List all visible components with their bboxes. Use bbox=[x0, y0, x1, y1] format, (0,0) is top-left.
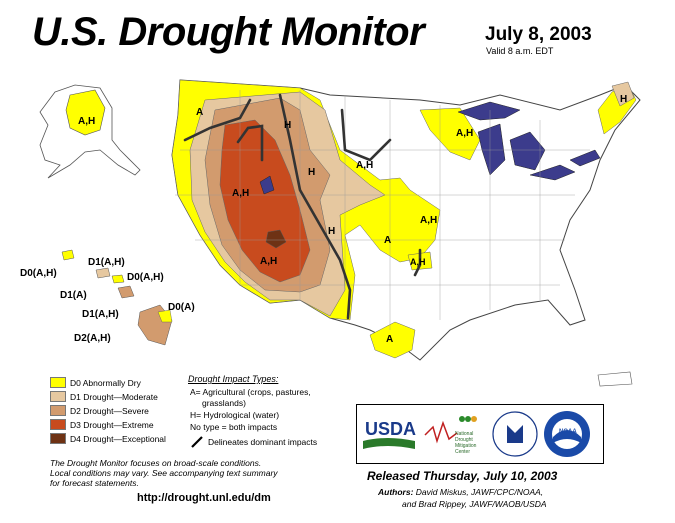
authors-name-1: David Miskus, JAWF/CPC/NOAA, bbox=[415, 487, 544, 497]
hi-label-d0b: D0(A,H) bbox=[127, 272, 164, 283]
boundary-line-5 bbox=[413, 248, 422, 277]
agency-logos: USDA National Drought Mitigation Center … bbox=[356, 404, 604, 464]
hi-label-d1a: D1(A) bbox=[60, 290, 87, 301]
ndmc-logo: National Drought Mitigation Center bbox=[424, 416, 477, 455]
legend-item-d0: D0 Abnormally Dry bbox=[50, 377, 141, 388]
texas-d0 bbox=[369, 321, 416, 359]
impact-types-title: Drought Impact Types: bbox=[188, 374, 279, 384]
legend-label-d4: D4 Drought—Exceptional bbox=[70, 433, 166, 444]
legend-label-d1: D1 Drought—Moderate bbox=[70, 391, 158, 402]
michigan-d0 bbox=[419, 107, 481, 161]
hi-kauai bbox=[61, 249, 75, 261]
valid-time: Valid 8 a.m. EDT bbox=[486, 46, 554, 56]
legend-label-d3: D3 Drought—Extreme bbox=[70, 419, 154, 430]
usda-logo: USDA bbox=[363, 419, 416, 449]
maine-impact-label: H bbox=[620, 94, 627, 105]
hawaii-region: D1(A,H) D0(A,H) D0(A,H) D1(A) D1(A,H) D0… bbox=[20, 249, 195, 346]
salt-lake bbox=[259, 175, 275, 195]
map-date: July 8, 2003 bbox=[485, 24, 592, 45]
hi-oahu bbox=[95, 267, 111, 279]
pnw-impact-label: A bbox=[196, 107, 203, 118]
hi-label-d0a: D0(A,H) bbox=[20, 268, 57, 279]
hi-label-d1b: D1(A,H) bbox=[82, 309, 119, 320]
authors-line-2: and Brad Rippey, JAWF/WAOB/USDA bbox=[402, 499, 547, 509]
ndmc-text-3: Mitigation bbox=[455, 443, 477, 449]
eagle-icon bbox=[507, 425, 523, 443]
disclaimer-line-2: Local conditions may vary. See accompany… bbox=[50, 468, 278, 478]
impact-line-sample bbox=[191, 436, 203, 448]
boundary-line-1 bbox=[183, 98, 252, 142]
noaa-bird-icon bbox=[553, 430, 581, 443]
legend-item-d1: D1 Drought—Moderate bbox=[50, 391, 158, 402]
disclaimer-line-3: for forecast statements. bbox=[50, 478, 139, 488]
texas-impact-label: A bbox=[386, 334, 393, 345]
noaa-logo: NOAA bbox=[544, 411, 590, 457]
legend-item-d3: D3 Drought—Extreme bbox=[50, 419, 154, 430]
kansas-impact-label: A bbox=[384, 235, 391, 246]
website-link[interactable]: http://drought.unl.edu/dm bbox=[137, 492, 271, 504]
disclaimer: The Drought Monitor focuses on broad-sca… bbox=[50, 458, 350, 488]
hi-label-d2: D2(A,H) bbox=[74, 333, 111, 344]
ndmc-text-2: Drought bbox=[455, 437, 473, 443]
hi-label-d0c: D0(A) bbox=[168, 302, 195, 313]
hi-label-d1: D1(A,H) bbox=[88, 257, 125, 268]
legend-item-d2: D2 Drought—Severe bbox=[50, 405, 149, 416]
noaa-text: NOAA bbox=[559, 429, 577, 435]
impact-delineates: Delineates dominant impacts bbox=[208, 437, 318, 447]
impact-agricultural: A= Agricultural (crops, pastures, bbox=[190, 387, 311, 397]
alaska-d0 bbox=[65, 89, 106, 136]
impact-hydrological: H= Hydrological (water) bbox=[190, 410, 280, 420]
michigan-impact-label: A,H bbox=[456, 128, 473, 139]
puerto-rico bbox=[597, 371, 633, 387]
montana-impact-label: H bbox=[284, 120, 291, 131]
dakota-impact-label: A,H bbox=[356, 160, 373, 171]
legend-swatch-d2 bbox=[50, 405, 66, 416]
legend-swatch-d3 bbox=[50, 419, 66, 430]
west-d4 bbox=[265, 229, 287, 249]
wyoming-impact-label: H bbox=[308, 167, 315, 178]
idaho-impact-label: A,H bbox=[232, 188, 249, 199]
logos-svg: USDA National Drought Mitigation Center … bbox=[363, 411, 590, 457]
release-date: Released Thursday, July 10, 2003 bbox=[367, 469, 558, 483]
boundary-line-2 bbox=[236, 124, 264, 162]
alaska-region: A,H bbox=[39, 84, 141, 179]
authors-label: Authors: bbox=[378, 487, 414, 497]
ndmc-tree-icon-3 bbox=[471, 416, 477, 422]
page-title: U.S. Drought Monitor bbox=[32, 10, 425, 54]
ndmc-text-4: Center bbox=[455, 449, 470, 455]
impact-boundaries bbox=[183, 93, 422, 320]
ndmc-tree-icon bbox=[459, 416, 465, 422]
ndmc-wave-icon bbox=[424, 420, 458, 444]
impact-agricultural-cont: grasslands) bbox=[202, 398, 246, 408]
maine-d1 bbox=[611, 81, 635, 107]
legend-label-d2: D2 Drought—Severe bbox=[70, 405, 149, 416]
state-lines bbox=[175, 90, 590, 330]
legend-swatch-d0 bbox=[50, 377, 66, 388]
boundary-line-4 bbox=[340, 108, 392, 162]
impact-both: No type = both impacts bbox=[190, 422, 278, 432]
hi-maui bbox=[117, 285, 135, 299]
west-d3 bbox=[219, 119, 311, 283]
alaska-impact-label: A,H bbox=[78, 116, 95, 127]
colorado-impact-label: H bbox=[328, 226, 335, 237]
legend-swatch-d1 bbox=[50, 391, 66, 402]
authors-line-1: Authors: David Miskus, JAWF/CPC/NOAA, bbox=[378, 487, 543, 497]
legend-item-d4: D4 Drought—Exceptional bbox=[50, 433, 166, 444]
hi-big-island-d0 bbox=[157, 309, 173, 323]
ndmc-tree-icon-2 bbox=[465, 416, 471, 422]
legend-swatch-d4 bbox=[50, 433, 66, 444]
hi-molokai bbox=[111, 274, 125, 284]
ozark-impact-label: A,H bbox=[420, 215, 437, 226]
legend-label-d0: D0 Abnormally Dry bbox=[70, 377, 141, 388]
ndmc-text-1: National bbox=[455, 431, 473, 437]
commerce-seal bbox=[492, 411, 538, 457]
usda-field-icon bbox=[363, 438, 415, 449]
okla-impact-label: A,H bbox=[410, 257, 426, 267]
boundary-line-3 bbox=[278, 93, 352, 320]
arizona-impact-label: A,H bbox=[260, 256, 277, 267]
usda-text: USDA bbox=[365, 419, 416, 439]
disclaimer-line-1: The Drought Monitor focuses on broad-sca… bbox=[50, 458, 262, 468]
